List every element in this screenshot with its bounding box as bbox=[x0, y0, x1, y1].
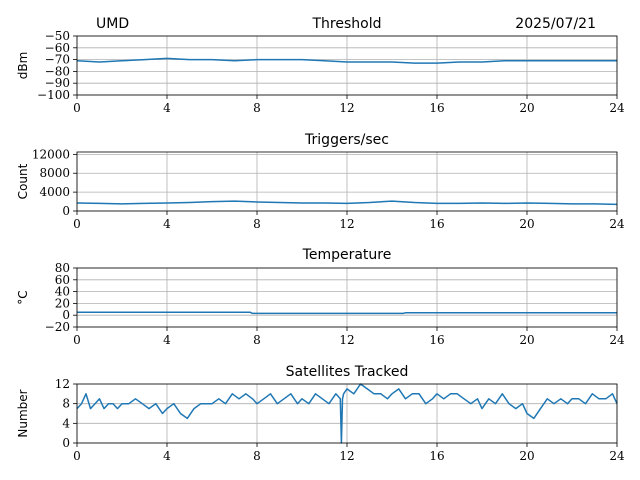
temperature-title: Temperature bbox=[302, 247, 392, 263]
triggers-xtick-label: 0 bbox=[73, 217, 81, 231]
station-label: UMD bbox=[96, 16, 129, 32]
triggers-xtick-label: 12 bbox=[339, 217, 354, 231]
triggers-ylabel: Count bbox=[16, 163, 30, 199]
panel-satellites: 0 4 8 12 16 20 24 0 4 8 12 Satellites Tracked Number bbox=[16, 364, 625, 463]
satellites-xtick-label: 8 bbox=[253, 449, 261, 463]
satellites-ytick-label: 12 bbox=[55, 377, 70, 391]
triggers-ytick-label: 4000 bbox=[39, 185, 70, 199]
satellites-xtick-label: 4 bbox=[163, 449, 171, 463]
threshold-ytick-label: −50 bbox=[45, 29, 70, 43]
panel-threshold: 0 4 8 12 16 20 24 −100−90−80−70−60−50 Threshold d… bbox=[16, 16, 625, 115]
temperature-ytick-label: 80 bbox=[55, 261, 70, 275]
satellites-ylabel: Number bbox=[16, 389, 30, 437]
temperature-xtick-label: 16 bbox=[429, 333, 444, 347]
satellites-title: Satellites Tracked bbox=[286, 364, 409, 380]
satellites-xtick-label: 20 bbox=[519, 449, 534, 463]
triggers-ytick-label: 0 bbox=[62, 204, 70, 218]
date-label: 2025/07/21 bbox=[515, 16, 596, 32]
threshold-xtick-label: 0 bbox=[73, 101, 81, 115]
threshold-xtick-label: 16 bbox=[429, 101, 444, 115]
temperature-series-line bbox=[77, 311, 617, 315]
triggers-title: Triggers/sec bbox=[304, 132, 389, 148]
threshold-xtick-label: 4 bbox=[163, 101, 171, 115]
threshold-ylabel: dBm bbox=[16, 52, 30, 80]
triggers-xtick-label: 16 bbox=[429, 217, 444, 231]
satellites-ytick-label: 4 bbox=[62, 416, 70, 430]
temperature-ytick-label: 60 bbox=[55, 273, 70, 287]
triggers-xtick-label: 4 bbox=[163, 217, 171, 231]
temperature-ylabel: °C bbox=[16, 290, 30, 304]
temperature-xtick-label: 4 bbox=[163, 333, 171, 347]
triggers-xtick-label: 8 bbox=[253, 217, 261, 231]
satellites-xtick-label: 12 bbox=[339, 449, 354, 463]
threshold-xtick-label: 12 bbox=[339, 101, 354, 115]
threshold-ytick-label: −100 bbox=[37, 88, 70, 102]
satellites-ytick-label: 0 bbox=[62, 436, 70, 450]
satellites-xtick-label: 0 bbox=[73, 449, 81, 463]
triggers-ytick-label: 8000 bbox=[39, 166, 70, 180]
threshold-ytick-label: −80 bbox=[45, 64, 70, 78]
temperature-ytick-label: 20 bbox=[55, 296, 70, 310]
temperature-xtick-label: 20 bbox=[519, 333, 534, 347]
temperature-ytick-label: 0 bbox=[62, 308, 70, 322]
triggers-ytick-label: 12000 bbox=[32, 147, 70, 161]
threshold-xtick-label: 8 bbox=[253, 101, 261, 115]
temperature-xtick-label: 0 bbox=[73, 333, 81, 347]
triggers-xtick-label: 20 bbox=[519, 217, 534, 231]
satellites-ytick-label: 8 bbox=[62, 397, 70, 411]
threshold-title: Threshold bbox=[312, 16, 382, 32]
temperature-xtick-label: 8 bbox=[253, 333, 261, 347]
satellites-xtick-label: 16 bbox=[429, 449, 444, 463]
triggers-xtick-label: 24 bbox=[609, 217, 625, 231]
threshold-ytick-label: −60 bbox=[45, 41, 70, 55]
threshold-ytick-label: −70 bbox=[45, 53, 70, 67]
triggers-series-line bbox=[76, 200, 618, 206]
panel-triggers: 0 4 8 12 16 20 24 0 4000 8000 12000 Triggers/sec Cou… bbox=[16, 132, 625, 231]
temperature-ytick-label: 40 bbox=[55, 285, 70, 299]
satellites-xtick-label: 24 bbox=[609, 449, 625, 463]
threshold-xtick-label: 24 bbox=[609, 101, 625, 115]
threshold-series-line bbox=[76, 57, 617, 64]
threshold-ytick-label: −90 bbox=[45, 76, 70, 90]
temperature-xtick-label: 24 bbox=[609, 333, 625, 347]
threshold-xtick-label: 20 bbox=[519, 101, 534, 115]
temperature-ytick-label: −20 bbox=[45, 320, 70, 334]
temperature-xtick-label: 12 bbox=[339, 333, 354, 347]
